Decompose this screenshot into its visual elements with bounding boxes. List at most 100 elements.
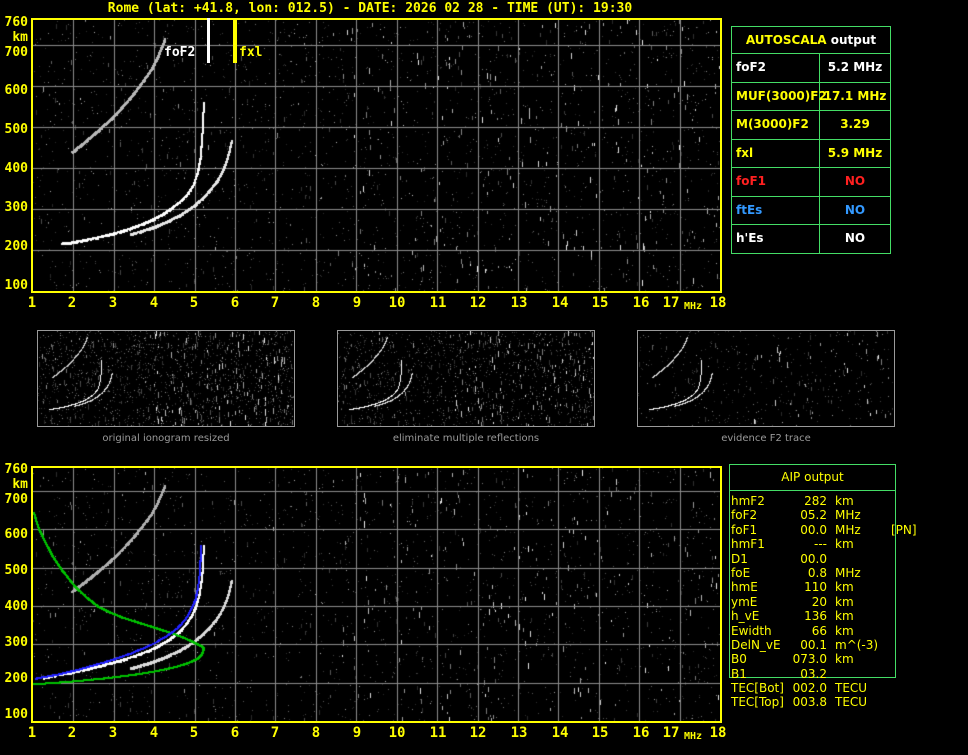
profile-plot-x-axis: 1 2 3 4 5 6 7 8 9 10 11 12 13 14 15 16 1…: [0, 725, 740, 746]
profile-y-tick-600: 600: [4, 527, 28, 542]
aip-name-hmf1: hmF1: [731, 537, 765, 552]
x-tick-5: 5: [189, 295, 199, 311]
aip-row-tec-bot: TEC[Bot] 002.0 TECU: [731, 681, 961, 695]
profile-x-axis-unit-mhz: MHz: [684, 731, 703, 742]
autoscala-row-ftes: ftEs NO: [732, 196, 890, 225]
profile-y-axis-unit-km: km: [12, 477, 28, 492]
aip-unit-fof2: MHz: [835, 508, 861, 523]
aip-row-b0: B0 073.0 km: [731, 652, 961, 666]
autoscala-row-fof1: foF1 NO: [732, 168, 890, 197]
profile-x-tick-4: 4: [149, 725, 159, 741]
x-tick-14: 14: [551, 295, 569, 311]
profile-x-tick-18: 18: [709, 725, 727, 741]
aip-row-hmf1: hmF1 --- km: [731, 537, 961, 551]
profile-x-tick-2: 2: [67, 725, 77, 741]
profile-y-tick-760: 760: [4, 462, 28, 477]
y-axis-unit-km: km: [12, 30, 28, 45]
x-tick-16: 16: [632, 295, 650, 311]
x-tick-3: 3: [108, 295, 118, 311]
thumbnail-evidence-f2-trace[interactable]: [637, 330, 895, 427]
aip-name-tec-bot: TEC[Bot]: [731, 681, 784, 696]
aip-row-ewidth: Ewidth 66 km: [731, 624, 961, 638]
aip-unit-hmf2: km: [835, 494, 854, 508]
aip-unit-hve: km: [835, 609, 854, 624]
aip-name-d1: D1: [731, 551, 748, 566]
aip-output-panel: [729, 464, 896, 678]
autoscala-key-hes: h'Es: [732, 225, 820, 253]
profile-x-tick-8: 8: [311, 725, 321, 741]
aip-value-hmf2: 282: [804, 494, 827, 508]
autoscala-header: AUTOSCALA output: [732, 27, 890, 54]
aip-unit-hme: km: [835, 580, 854, 595]
aip-value-fof2: 05.2: [800, 508, 827, 523]
profile-x-tick-3: 3: [108, 725, 118, 741]
aip-name-hve: h_vE: [731, 609, 760, 624]
aip-name-ewidth: Ewidth: [731, 623, 772, 638]
aip-unit-hmf1: km: [835, 537, 854, 552]
autoscala-row-m3000f2: M(3000)F2 3.29: [732, 111, 890, 140]
aip-value-hmf1: ---: [814, 537, 827, 552]
fxl-marker-label: fxl: [239, 45, 263, 60]
profile-plot-y-axis: 760 km 700 600 500 400 300 200 100: [0, 462, 30, 732]
profile-ionogram-canvas: [33, 468, 720, 721]
profile-ionogram-plot[interactable]: [31, 466, 722, 723]
y-tick-700: 700: [4, 45, 28, 60]
aip-value-ewidth: 66: [811, 623, 827, 638]
aip-value-deln-ve: 00.1: [800, 637, 827, 652]
aip-value-tec-bot: 002.0: [792, 681, 827, 696]
aip-row-b1: B1 03.2: [731, 667, 961, 681]
x-tick-7: 7: [270, 295, 280, 311]
autoscala-header-prefix: AUTOSCALA: [745, 33, 827, 47]
profile-x-tick-7: 7: [270, 725, 280, 741]
y-tick-100: 100: [4, 278, 28, 293]
aip-name-foe: foE: [731, 565, 751, 580]
autoscala-row-muf3000f2: MUF(3000)F2 17.1 MHz: [732, 82, 890, 111]
x-tick-9: 9: [352, 295, 362, 311]
aip-value-foe: 0.8: [807, 565, 827, 580]
y-tick-500: 500: [4, 122, 28, 137]
x-tick-8: 8: [311, 295, 321, 311]
page-title: Rome (lat: +41.8, lon: 012.5) - DATE: 20…: [107, 1, 633, 16]
x-tick-6: 6: [230, 295, 240, 311]
y-tick-600: 600: [4, 83, 28, 98]
thumbnail-eliminate-multiple-reflections[interactable]: [337, 330, 595, 427]
aip-extra-fof1: [PN]: [891, 522, 917, 537]
x-tick-15: 15: [591, 295, 609, 311]
aip-name-hmf2: hmF2: [731, 494, 765, 508]
x-tick-18: 18: [709, 295, 727, 311]
autoscala-value-muf3000f2: 17.1 MHz: [823, 88, 887, 103]
main-ionogram-plot[interactable]: [31, 18, 722, 293]
aip-row-fof2: foF2 05.2 MHz: [731, 508, 961, 522]
main-plot-marker-overlay: foF2 fxl: [31, 18, 722, 293]
aip-name-fof1: foF1: [731, 522, 758, 537]
aip-name-hme: hmE: [731, 580, 758, 595]
aip-output-header: AIP output: [729, 464, 896, 491]
aip-value-tec-top: 003.8: [792, 695, 827, 710]
fof2-marker-label: foF2: [164, 45, 196, 60]
aip-row-hme: hmE 110 km: [731, 580, 961, 594]
profile-ionogram-panel: 760 km 700 600 500 400 300 200 100 1 2 3…: [0, 462, 740, 755]
x-tick-13: 13: [510, 295, 528, 311]
profile-y-tick-500: 500: [4, 563, 28, 578]
autoscala-value-fof2: 5.2 MHz: [827, 60, 883, 74]
main-ionogram-canvas: [33, 20, 720, 291]
aip-unit-ewidth: km: [835, 623, 854, 638]
aip-value-fof1: 00.0: [800, 522, 827, 537]
aip-name-fof2: foF2: [731, 508, 758, 523]
fof2-marker-line: [207, 18, 210, 63]
profile-x-tick-14: 14: [551, 725, 569, 741]
profile-y-tick-400: 400: [4, 599, 28, 614]
aip-output-rows: hmF2 282 km foF2 05.2 MHz foF1 00.0 MHz …: [731, 494, 961, 710]
autoscala-key-fof2: foF2: [732, 54, 820, 82]
aip-row-foe: foE 0.8 MHz: [731, 566, 961, 580]
aip-name-yme: ymE: [731, 594, 758, 609]
profile-x-tick-13: 13: [510, 725, 528, 741]
autoscala-row-fof2: foF2 5.2 MHz: [732, 54, 890, 83]
x-tick-12: 12: [469, 295, 487, 311]
thumbnail-original-ionogram[interactable]: [37, 330, 295, 427]
profile-x-tick-12: 12: [469, 725, 487, 741]
thumbnail-caption-original: original ionogram resized: [102, 433, 230, 444]
profile-x-tick-16: 16: [632, 725, 650, 741]
x-tick-2: 2: [67, 295, 77, 311]
profile-x-tick-1: 1: [27, 725, 37, 741]
